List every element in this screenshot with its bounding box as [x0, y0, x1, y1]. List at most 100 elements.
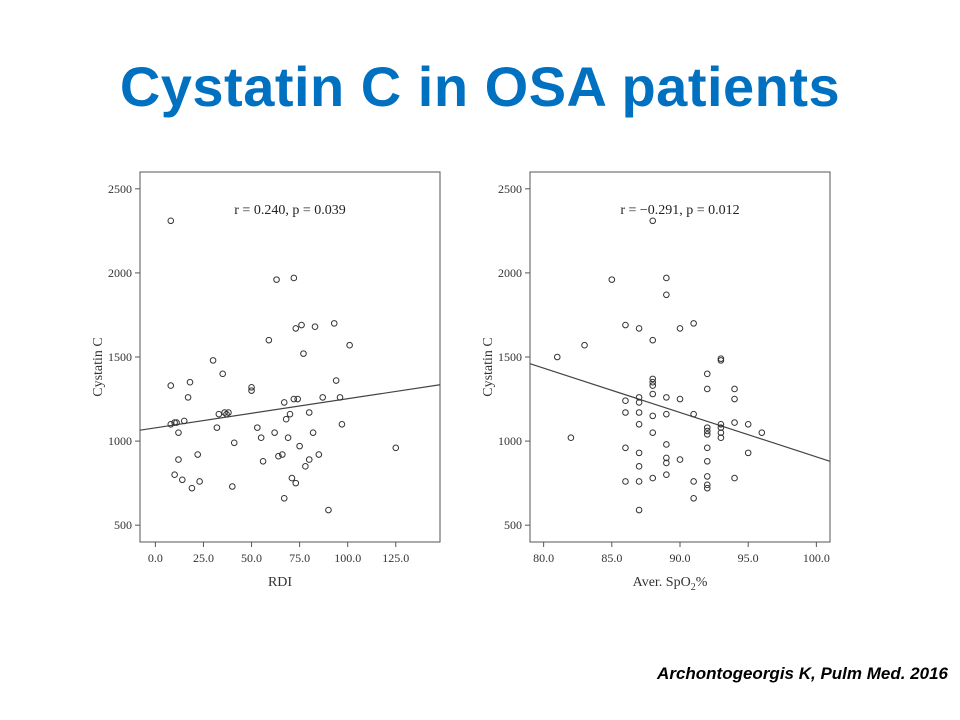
data-point — [758, 429, 766, 436]
x-axis-label-text: RDI — [268, 575, 292, 590]
data-point — [622, 409, 629, 416]
x-tick-label: 80.0 — [533, 551, 554, 565]
data-point — [567, 434, 575, 442]
data-point — [635, 399, 643, 406]
data-point — [622, 321, 629, 329]
data-point — [690, 478, 697, 485]
plot-frame — [139, 171, 441, 543]
data-point — [622, 444, 629, 452]
data-point — [553, 353, 561, 361]
plot-frame — [529, 171, 831, 543]
data-point — [248, 383, 255, 391]
data-point — [254, 424, 261, 431]
data-point — [330, 320, 338, 327]
data-point — [392, 444, 400, 452]
data-point — [292, 479, 300, 487]
y-tick-label: 2000 — [498, 266, 522, 280]
data-point — [690, 320, 697, 327]
data-point — [292, 325, 300, 332]
data-point — [280, 494, 288, 502]
data-point — [338, 420, 346, 428]
data-point — [294, 395, 301, 403]
data-point — [676, 456, 684, 463]
y-tick-label: 2500 — [108, 182, 132, 196]
x-tick-label: 100.0 — [803, 551, 830, 565]
data-point — [703, 370, 711, 378]
data-point — [167, 382, 175, 389]
correlation-annotation: r = 0.240, p = 0.039 — [234, 203, 345, 218]
data-point — [635, 394, 643, 401]
data-point — [280, 399, 288, 406]
data-point — [703, 457, 711, 465]
x-axis-label: RDI — [268, 575, 292, 590]
data-point — [690, 494, 697, 502]
data-point — [649, 217, 657, 225]
data-point — [259, 457, 267, 465]
x-tick-label: 100.0 — [334, 551, 361, 565]
data-point — [167, 420, 175, 428]
data-point — [305, 409, 313, 416]
y-axis-label: Cystatin C — [91, 337, 106, 397]
data-point — [649, 474, 657, 482]
data-point — [703, 427, 711, 435]
data-point — [663, 274, 670, 282]
data-point — [635, 420, 643, 428]
data-point — [676, 325, 684, 332]
data-point — [663, 441, 670, 448]
data-point — [703, 484, 711, 492]
y-tick-label: 500 — [504, 518, 522, 532]
y-tick-label: 1000 — [498, 434, 522, 448]
x-axis-label-text: Aver. SpO — [633, 575, 691, 590]
data-point — [717, 429, 725, 436]
x-axis-label-subscript: 2 — [691, 582, 696, 593]
data-point — [663, 410, 670, 418]
data-point — [649, 336, 657, 344]
data-point — [180, 417, 188, 425]
y-tick-label: 2500 — [498, 182, 522, 196]
data-point — [265, 336, 273, 344]
data-point — [663, 459, 670, 467]
data-point — [194, 451, 201, 458]
data-point — [196, 478, 203, 485]
x-axis-label: Aver. SpO2% — [633, 575, 708, 593]
x-tick-label: 95.0 — [738, 551, 759, 565]
data-point — [311, 323, 319, 331]
data-point — [271, 429, 278, 436]
data-point — [676, 395, 684, 403]
data-point — [173, 419, 180, 426]
data-point — [703, 424, 711, 431]
data-point — [703, 473, 711, 480]
regression-line — [529, 363, 831, 462]
y-axis-label: Cystatin C — [481, 337, 496, 397]
data-point — [622, 478, 629, 485]
data-point — [213, 424, 221, 431]
data-point — [649, 375, 657, 383]
data-point — [230, 439, 238, 447]
data-point — [635, 449, 643, 457]
data-point — [649, 390, 657, 398]
data-point — [290, 395, 298, 403]
data-point — [649, 382, 657, 389]
data-point — [731, 474, 738, 482]
data-point — [649, 429, 657, 436]
data-point — [186, 378, 194, 386]
data-point — [225, 409, 232, 416]
data-point — [703, 431, 711, 438]
data-point — [179, 476, 186, 484]
data-point — [248, 387, 255, 394]
data-point — [703, 481, 711, 489]
data-point — [635, 325, 643, 332]
data-point — [717, 424, 725, 431]
data-point — [635, 463, 643, 470]
data-point — [581, 341, 588, 349]
data-point — [175, 456, 182, 463]
data-point — [703, 444, 711, 452]
data-point — [229, 483, 236, 490]
data-point — [309, 429, 317, 436]
data-point — [188, 484, 196, 492]
x-tick-label: 25.0 — [193, 551, 214, 565]
data-point — [649, 378, 657, 386]
data-point — [282, 415, 290, 423]
data-point — [219, 370, 226, 378]
data-point — [663, 454, 670, 462]
